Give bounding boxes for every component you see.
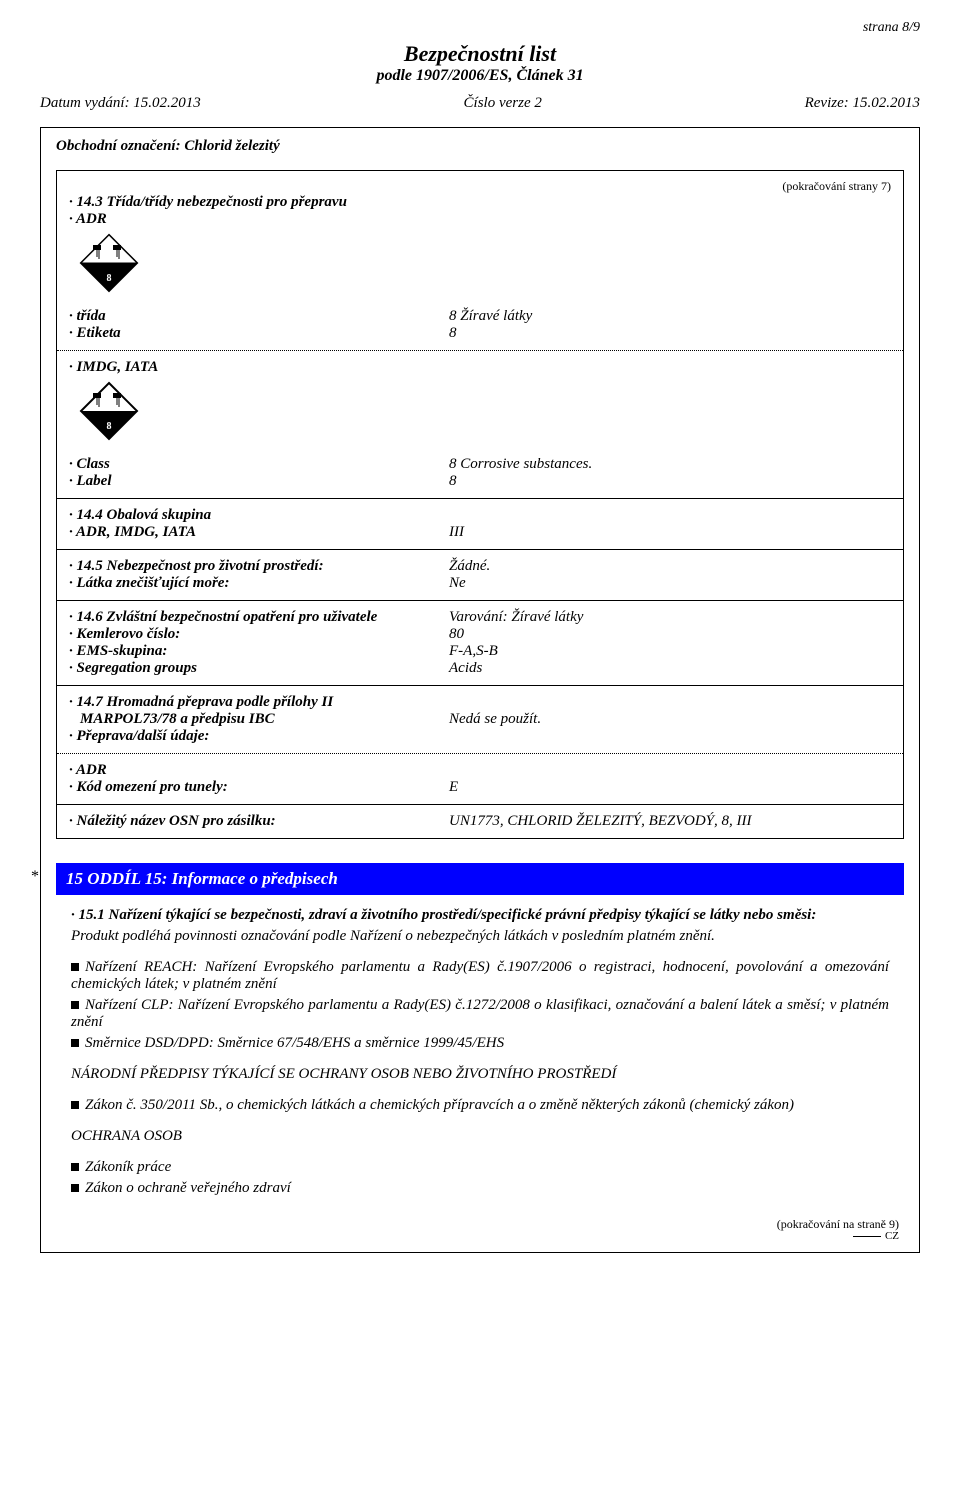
kemler-value: 80 [449,626,891,643]
etiketa-value: 8 [449,325,891,342]
s15-clp: Nařízení CLP: Nařízení Evropského parlam… [71,997,889,1031]
segregation-label: Segregation groups [69,660,449,677]
s15-p1b: Produkt podléhá povinnosti označování po… [71,928,889,945]
adr-label-2: ADR [69,762,449,779]
un-shipping-name-label: Náležitý název OSN pro zásilku: [69,813,449,830]
sec-14-4-title: 14.4 Obalová skupina [69,507,449,524]
etiketa-label: Etiketa [69,325,449,342]
section-14-6: 14.6 Zvláštní bezpečnostní opatření pro … [57,601,903,686]
s15-zakonik-prace: Zákoník práce [71,1159,889,1176]
un-shipping-name-value: UN1773, CHLORID ŽELEZITÝ, BEZVODÝ, 8, II… [449,813,891,830]
section-un-name: Náležitý název OSN pro zásilku: UN1773, … [57,805,903,838]
section-15-header: 15 ODDÍL 15: Informace o předpisech [56,863,904,895]
sec-14-5-title: 14.5 Nebezpečnost pro životní prostředí: [69,558,449,575]
class-value-adr: 8 Žíravé látky [449,308,891,325]
ems-value: F-A,S-B [449,643,891,660]
s15-dsd: Směrnice DSD/DPD: Směrnice 67/548/EHS a … [71,1035,889,1052]
s15-national: NÁRODNÍ PŘEDPISY TÝKAJÍCÍ SE OCHRANY OSO… [71,1066,889,1083]
class-value-imdg: 8 Corrosive substances. [449,456,891,473]
marine-pollutant-label: Látka znečišťující moře: [69,575,449,592]
sec-14-7-value: Nedá se použít. [449,711,891,728]
svg-text:8: 8 [107,273,112,284]
outer-frame: Obchodní označení: Chlorid železitý (pok… [40,127,920,1253]
class-label-adr: třída [69,308,449,325]
version-number: Číslo verze 2 [464,95,542,112]
doc-subtitle: podle 1907/2006/ES, Článek 31 [40,67,920,85]
section-14-3-imdg: IMDG, IATA 8 Class 8 Corrosive substance… [57,351,903,499]
transport-additional-label: Přeprava/další údaje: [69,728,449,745]
page-indicator: strana 8/9 [40,20,920,36]
svg-text:8: 8 [107,421,112,432]
s15-p1a: 15.1 Nařízení týkající se bezpečnosti, z… [71,907,889,924]
adr-label: ADR [69,211,449,228]
sec-14-3-title: 14.3 Třída/třídy nebezpečnosti pro přepr… [69,194,449,211]
imdg-iata-label: IMDG, IATA [69,359,449,376]
section-14-5: 14.5 Nebezpečnost pro životní prostředí:… [57,550,903,601]
section-15-wrapper: 15 ODDÍL 15: Informace o předpisech [56,863,904,895]
section-14-7: 14.7 Hromadná přeprava podle přílohy II … [57,686,903,754]
packing-group-value: III [449,524,891,541]
s15-zakon-zdravi: Zákon o ochraně veřejného zdraví [71,1180,889,1197]
section-15-body: 15.1 Nařízení týkající se bezpečnosti, z… [56,907,904,1197]
sec-14-5-value: Žádné. [449,558,891,575]
continuation-from: (pokračování strany 7) [69,179,891,194]
label-value: 8 [449,473,891,490]
section-14-3-adr: (pokračování strany 7) 14.3 Třída/třídy … [57,171,903,351]
segregation-value: Acids [449,660,891,677]
s15-zakon350: Zákon č. 350/2011 Sb., o chemických látk… [71,1097,889,1114]
section-adr-tunnel: ADR Kód omezení pro tunely: E [57,754,903,805]
section-14-4: 14.4 Obalová skupina ADR, IMDG, IATA III [57,499,903,550]
corrosive-hazard-icon: 8 [79,233,139,293]
class-label-imdg: Class [69,456,449,473]
corrosive-hazard-icon-2: 8 [79,381,139,441]
label-label: Label [69,473,449,490]
trade-name: Obchodní označení: Chlorid železitý [56,138,904,155]
sec-14-6-title: 14.6 Zvláštní bezpečnostní opatření pro … [69,609,449,626]
tunnel-code-value: E [449,779,891,796]
s15-ochrana: OCHRANA OSOB [71,1128,889,1145]
packing-group-label: ADR, IMDG, IATA [69,524,449,541]
sec-14-7-title-2: MARPOL73/78 a předpisu IBC [69,711,449,728]
transport-data-box: (pokračování strany 7) 14.3 Třída/třídy … [56,170,904,839]
marine-pollutant-value: Ne [449,575,891,592]
s15-reach: Nařízení REACH: Nařízení Evropského parl… [71,959,889,993]
sec-14-6-value: Varování: Žíravé látky [449,609,891,626]
revision-date: Revize: 15.02.2013 [805,95,920,112]
kemler-label: Kemlerovo číslo: [69,626,449,643]
ems-label: EMS-skupina: [69,643,449,660]
sec-14-7-title-1: 14.7 Hromadná přeprava podle přílohy II [69,694,449,711]
issue-date: Datum vydání: 15.02.2013 [40,95,201,112]
header-meta-row: Datum vydání: 15.02.2013 Číslo verze 2 R… [40,95,920,112]
doc-title: Bezpečnostní list [40,41,920,67]
tunnel-code-label: Kód omezení pro tunely: [69,779,449,796]
